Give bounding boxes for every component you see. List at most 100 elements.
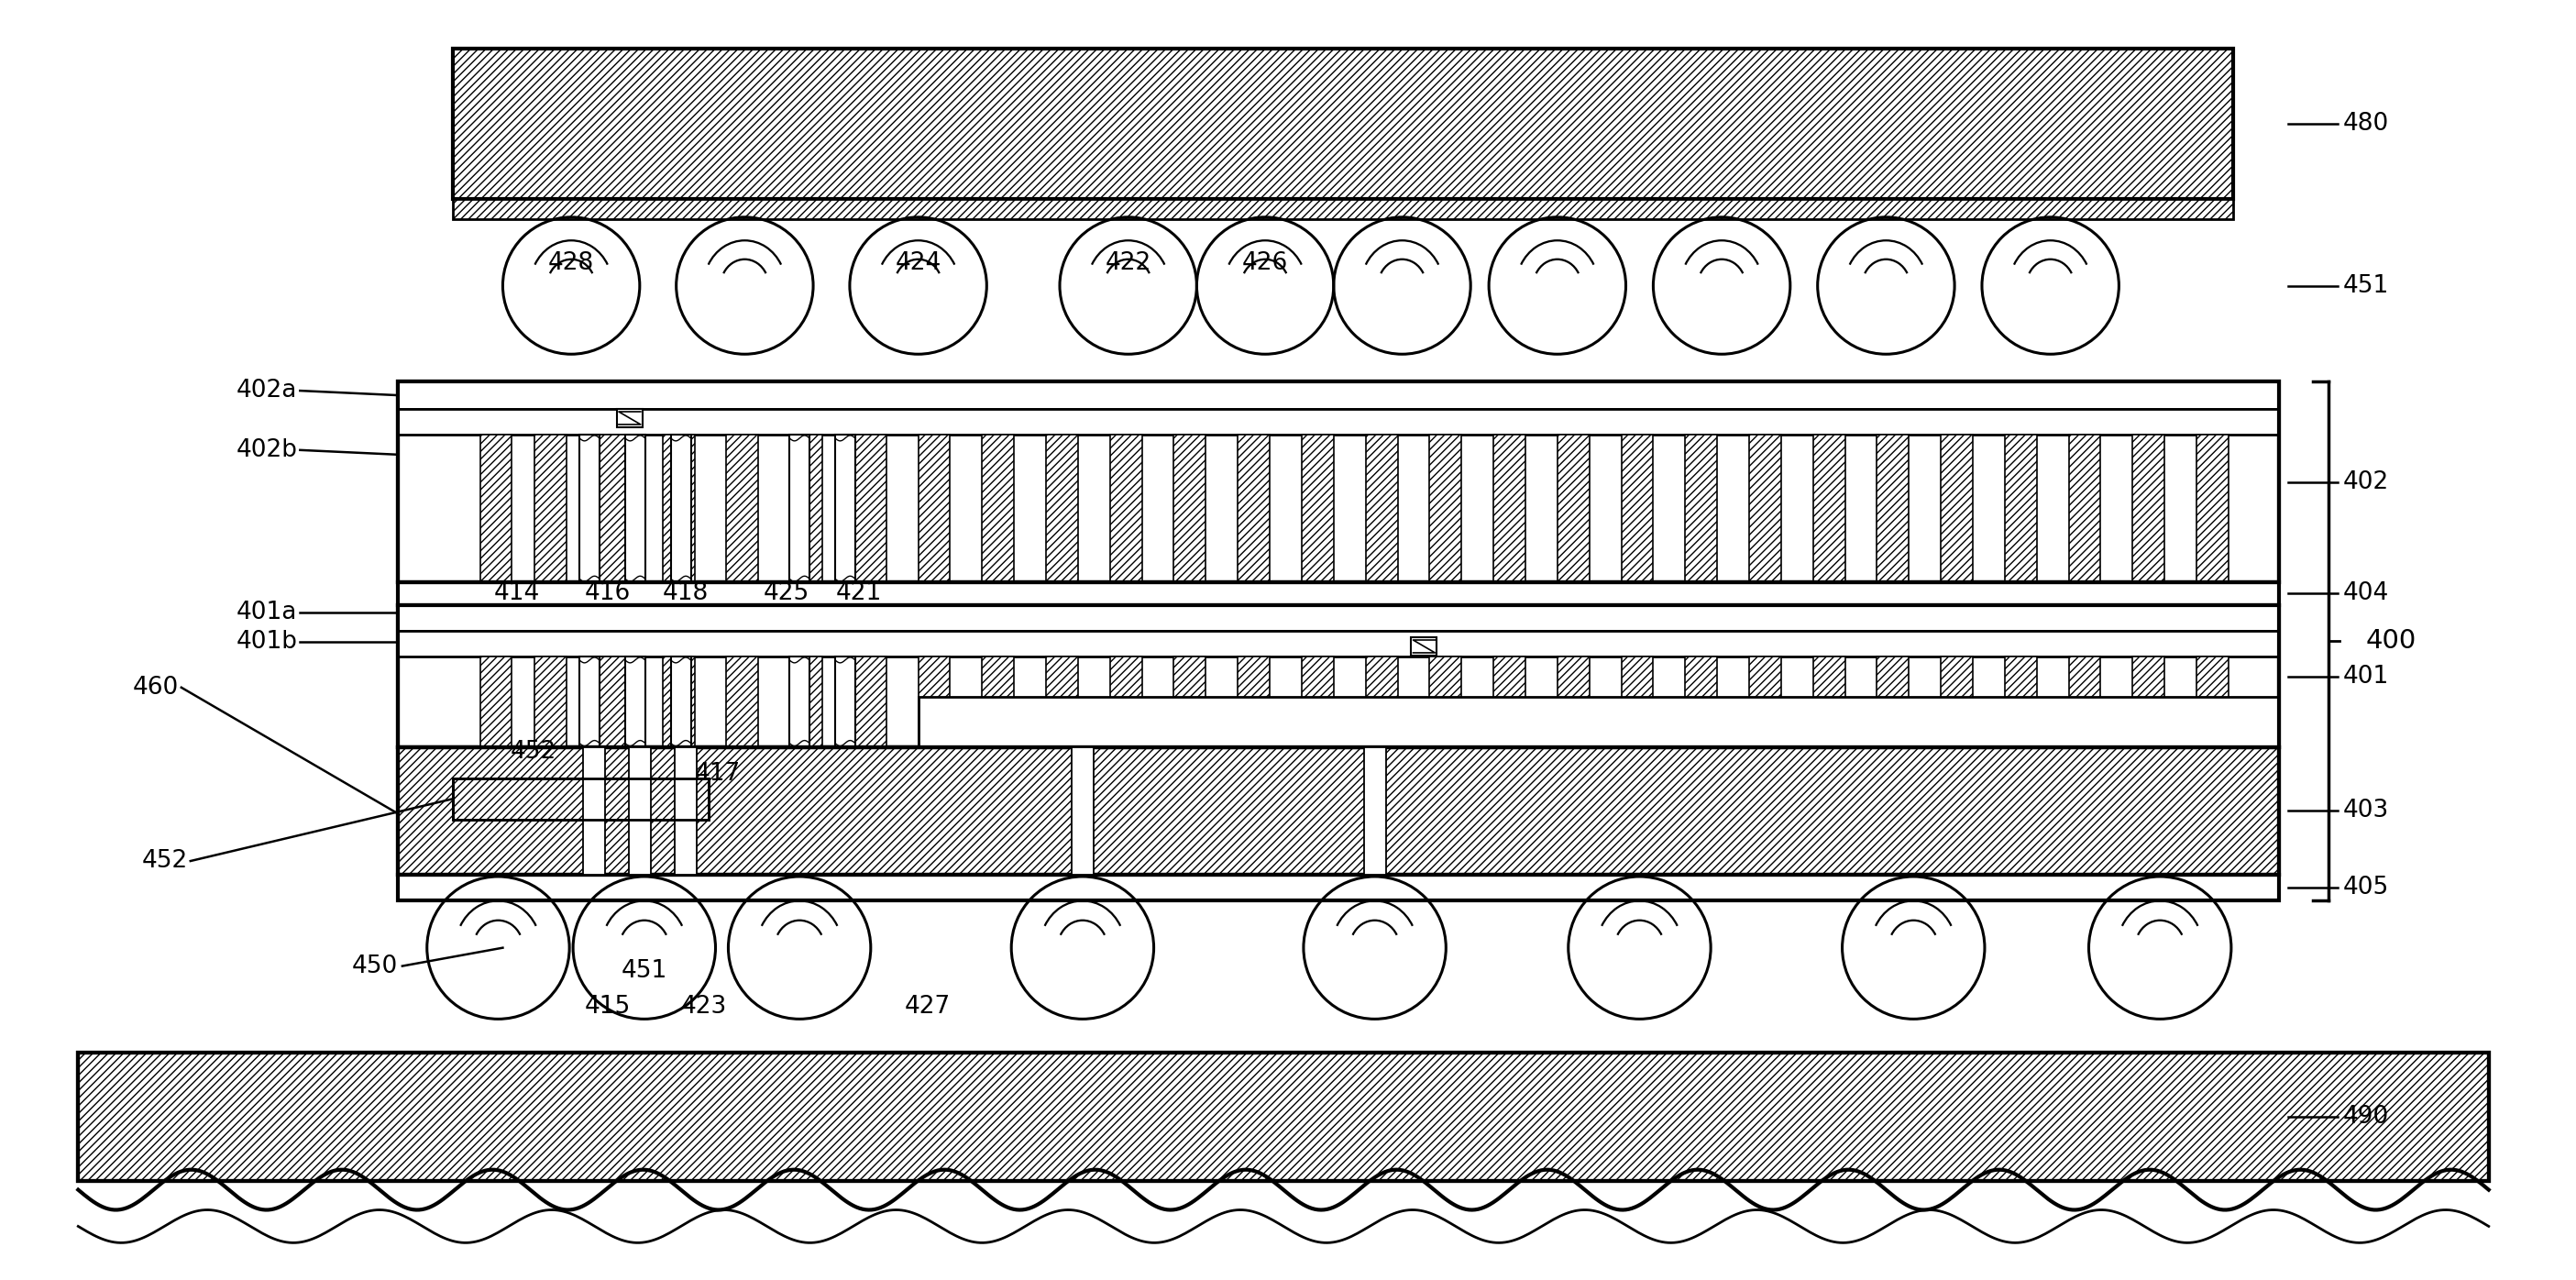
Bar	[662, 657, 696, 746]
Bar	[1301, 434, 1334, 582]
Bar	[580, 657, 600, 746]
Bar	[1430, 657, 1461, 746]
Bar	[397, 746, 2280, 874]
Bar	[397, 605, 2280, 746]
Bar	[1046, 657, 1077, 746]
Text: 422: 422	[1105, 251, 1151, 275]
Bar	[1620, 434, 1654, 582]
Bar	[1685, 657, 1718, 746]
Bar	[453, 198, 2233, 219]
Bar	[1814, 434, 1844, 582]
Bar	[1239, 657, 1270, 746]
Text: 427: 427	[904, 996, 951, 1019]
Bar	[1940, 657, 1973, 746]
Bar	[536, 434, 567, 582]
Text: 413: 413	[616, 781, 662, 804]
Text: 400: 400	[2365, 628, 2416, 654]
Bar	[1620, 657, 1654, 746]
Text: 417: 417	[696, 763, 739, 786]
Bar	[626, 434, 644, 582]
Bar	[791, 434, 822, 582]
Text: 450: 450	[353, 954, 397, 978]
Text: 423: 423	[680, 996, 726, 1019]
Bar	[1494, 657, 1525, 746]
Text: 402b: 402b	[237, 438, 296, 462]
Text: 452: 452	[142, 849, 188, 873]
Bar	[1110, 434, 1141, 582]
Bar	[835, 657, 855, 746]
Text: 426: 426	[1242, 251, 1288, 275]
Bar	[1363, 746, 1386, 874]
Bar	[670, 434, 690, 582]
Text: 401: 401	[2342, 664, 2388, 689]
Bar	[1412, 637, 1437, 655]
Bar	[1046, 434, 1077, 582]
Text: 424: 424	[896, 251, 940, 275]
Bar	[598, 434, 631, 582]
Bar	[397, 582, 2280, 605]
Bar	[662, 434, 696, 582]
Text: 421: 421	[837, 581, 881, 605]
Bar	[397, 408, 2280, 434]
Bar	[2069, 434, 2099, 582]
Bar	[788, 434, 809, 582]
Bar	[675, 746, 696, 874]
Bar	[2133, 434, 2164, 582]
Bar	[397, 631, 2280, 657]
Bar	[397, 381, 2280, 582]
Bar	[1175, 434, 1206, 582]
Bar	[2004, 657, 2038, 746]
Bar	[2004, 434, 2038, 582]
Bar	[77, 1052, 2488, 1180]
Bar	[1878, 434, 1909, 582]
Bar	[397, 605, 2280, 631]
Text: 418: 418	[662, 581, 708, 605]
Bar	[580, 434, 600, 582]
Bar	[1365, 434, 1399, 582]
Bar	[835, 434, 855, 582]
Text: 416: 416	[585, 581, 631, 605]
Bar	[855, 657, 886, 746]
Bar	[1814, 657, 1844, 746]
Text: 460: 460	[131, 676, 178, 699]
Bar	[1685, 434, 1718, 582]
Text: 403: 403	[2342, 799, 2388, 823]
Bar	[1558, 434, 1589, 582]
Bar	[726, 657, 757, 746]
Bar	[2133, 657, 2164, 746]
Bar	[981, 657, 1015, 746]
Bar	[1940, 434, 1973, 582]
Text: 414: 414	[495, 581, 541, 605]
Bar	[917, 696, 2280, 746]
Text: 404: 404	[2342, 581, 2388, 605]
Bar	[791, 657, 822, 746]
Text: 401b: 401b	[237, 630, 296, 654]
Text: 480: 480	[2342, 113, 2388, 136]
Bar	[397, 381, 2280, 582]
Bar	[453, 49, 2233, 198]
Text: 452: 452	[510, 740, 556, 763]
Bar	[917, 657, 951, 746]
Bar	[582, 746, 605, 874]
Bar	[397, 874, 2280, 900]
Bar	[917, 434, 951, 582]
Bar	[453, 778, 708, 820]
Text: 425: 425	[762, 581, 809, 605]
Bar	[2197, 434, 2228, 582]
Bar	[670, 657, 690, 746]
Bar	[453, 778, 708, 820]
Bar	[629, 746, 652, 874]
Bar	[981, 434, 1015, 582]
Bar	[1365, 657, 1399, 746]
Text: 405: 405	[2342, 876, 2388, 900]
Bar	[2069, 657, 2099, 746]
Text: 428: 428	[549, 251, 595, 275]
Bar	[1558, 657, 1589, 746]
Bar	[598, 657, 631, 746]
Bar	[1430, 434, 1461, 582]
Text: 401a: 401a	[237, 600, 296, 625]
Bar	[855, 434, 886, 582]
Bar	[77, 1052, 2488, 1180]
Bar	[788, 657, 809, 746]
Bar	[1301, 657, 1334, 746]
